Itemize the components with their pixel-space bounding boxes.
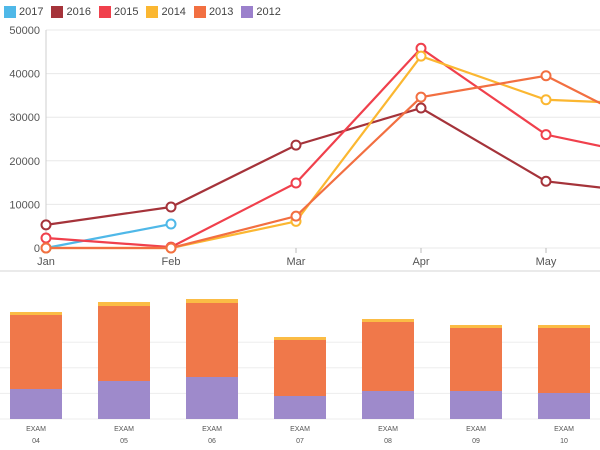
y-tick-label: 10000 <box>9 199 40 211</box>
x-tick-label: Mar <box>287 256 306 268</box>
data-point-2016[interactable] <box>40 219 52 231</box>
data-point-2014[interactable] <box>415 50 427 62</box>
bar-category-label: EXAM <box>290 426 310 433</box>
bar-category-number: 04 <box>32 438 40 445</box>
y-tick-label: 30000 <box>9 112 40 124</box>
legend-label: 2016 <box>66 6 91 18</box>
data-point-2016[interactable] <box>415 102 427 114</box>
bar-category-label: EXAM <box>26 426 46 433</box>
bar-segment-middle[interactable] <box>274 340 326 396</box>
data-point-2013[interactable] <box>540 70 552 82</box>
legend-item-2016[interactable]: 2016 <box>51 6 91 18</box>
bar-segment-top[interactable] <box>10 312 62 315</box>
x-tick-label: May <box>536 256 557 268</box>
data-point-2013[interactable] <box>40 242 52 254</box>
bar-category-number: 07 <box>296 438 304 445</box>
bar-segment-lower[interactable] <box>450 391 502 419</box>
y-tick-label: 20000 <box>9 156 40 168</box>
bar-category-number: 06 <box>208 438 216 445</box>
bar-segment-top[interactable] <box>450 325 502 328</box>
x-tick-label: Apr <box>412 256 429 268</box>
bar-category-label: EXAM <box>466 426 486 433</box>
data-point-2013[interactable] <box>290 210 302 222</box>
bar-category-number: 05 <box>120 438 128 445</box>
stacked-bar-chart: EXAM 04 EXAM 05 EXAM 06 EXAM 07 EXAM 08 EXAM 09 EXAM… <box>0 299 600 445</box>
legend-swatch <box>51 6 64 18</box>
series-line-2017 <box>45 222 172 250</box>
bar-category-number: 08 <box>384 438 392 445</box>
series-line-2016 <box>45 106 600 226</box>
bar-category-label: EXAM <box>554 426 574 433</box>
bar-segment-middle[interactable] <box>362 322 414 391</box>
data-point-2015[interactable] <box>540 129 552 141</box>
legend-item-2013[interactable]: 2013 <box>193 6 234 18</box>
bar-segment-top[interactable] <box>362 319 414 322</box>
bar-category-label: EXAM <box>202 426 222 433</box>
y-tick-label: 50000 <box>9 25 40 37</box>
legend-swatch <box>146 6 159 18</box>
series-line-2015 <box>45 46 600 249</box>
bar-segment-lower[interactable] <box>98 381 150 419</box>
x-tick-label: Feb <box>162 256 181 268</box>
series-line-2013 <box>46 74 600 250</box>
bar-category-label: EXAM <box>378 426 398 433</box>
bar-category-number: 10 <box>560 438 568 445</box>
data-point-2015[interactable] <box>40 232 52 244</box>
bar-segment-lower[interactable] <box>186 377 238 419</box>
legend-item-2014[interactable]: 2014 <box>146 6 186 18</box>
bar-segment-lower[interactable] <box>10 389 62 419</box>
legend-label: 2012 <box>256 6 281 18</box>
bar-segment-middle[interactable] <box>98 306 150 381</box>
bar-segment-middle[interactable] <box>10 315 62 389</box>
data-point-2016[interactable] <box>290 139 302 151</box>
x-tick-label: Jan <box>37 256 55 268</box>
legend-item-2017[interactable]: 2017 <box>4 6 43 18</box>
data-point-2013[interactable] <box>165 242 177 254</box>
data-point-2016[interactable] <box>165 201 177 213</box>
legend-swatch <box>193 6 206 18</box>
bar-segment-top[interactable] <box>98 302 150 306</box>
bar-segment-top[interactable] <box>274 337 326 340</box>
bar-category-number: 09 <box>472 438 480 445</box>
bar-segment-lower[interactable] <box>362 391 414 419</box>
legend: 2017 2016 2015 2014 2013 2012 <box>0 0 285 24</box>
bar-segment-middle[interactable] <box>538 328 590 393</box>
data-point-2013[interactable] <box>415 91 427 103</box>
bar-segment-top[interactable] <box>186 299 238 303</box>
legend-label: 2013 <box>208 6 234 18</box>
legend-swatch <box>98 6 111 18</box>
legend-label: 2014 <box>161 6 186 18</box>
data-point-2016[interactable] <box>540 175 552 187</box>
bar-segment-lower[interactable] <box>274 396 326 419</box>
bar-segment-middle[interactable] <box>450 328 502 391</box>
legend-swatch <box>4 6 16 18</box>
legend-swatch <box>241 6 254 18</box>
bar-segment-middle[interactable] <box>186 303 238 377</box>
line-chart: 0 10000 20000 30000 40000 50000 Jan Feb Mar Apr Ma… <box>0 25 600 272</box>
data-point-2015[interactable] <box>290 177 302 189</box>
series-line-2014 <box>46 54 600 250</box>
y-tick-label: 40000 <box>9 69 40 81</box>
y-tick-label: 0 <box>34 243 40 255</box>
bar-category-label: EXAM <box>114 426 134 433</box>
legend-label: 2015 <box>113 6 139 18</box>
data-point-2017[interactable] <box>165 218 177 230</box>
bar-segment-lower[interactable] <box>538 393 590 419</box>
legend-item-2012[interactable]: 2012 <box>241 6 281 18</box>
data-point-2014[interactable] <box>540 94 552 106</box>
legend-label: 2017 <box>19 6 44 18</box>
bar-segment-top[interactable] <box>538 325 590 328</box>
legend-item-2015[interactable]: 2015 <box>98 6 139 18</box>
